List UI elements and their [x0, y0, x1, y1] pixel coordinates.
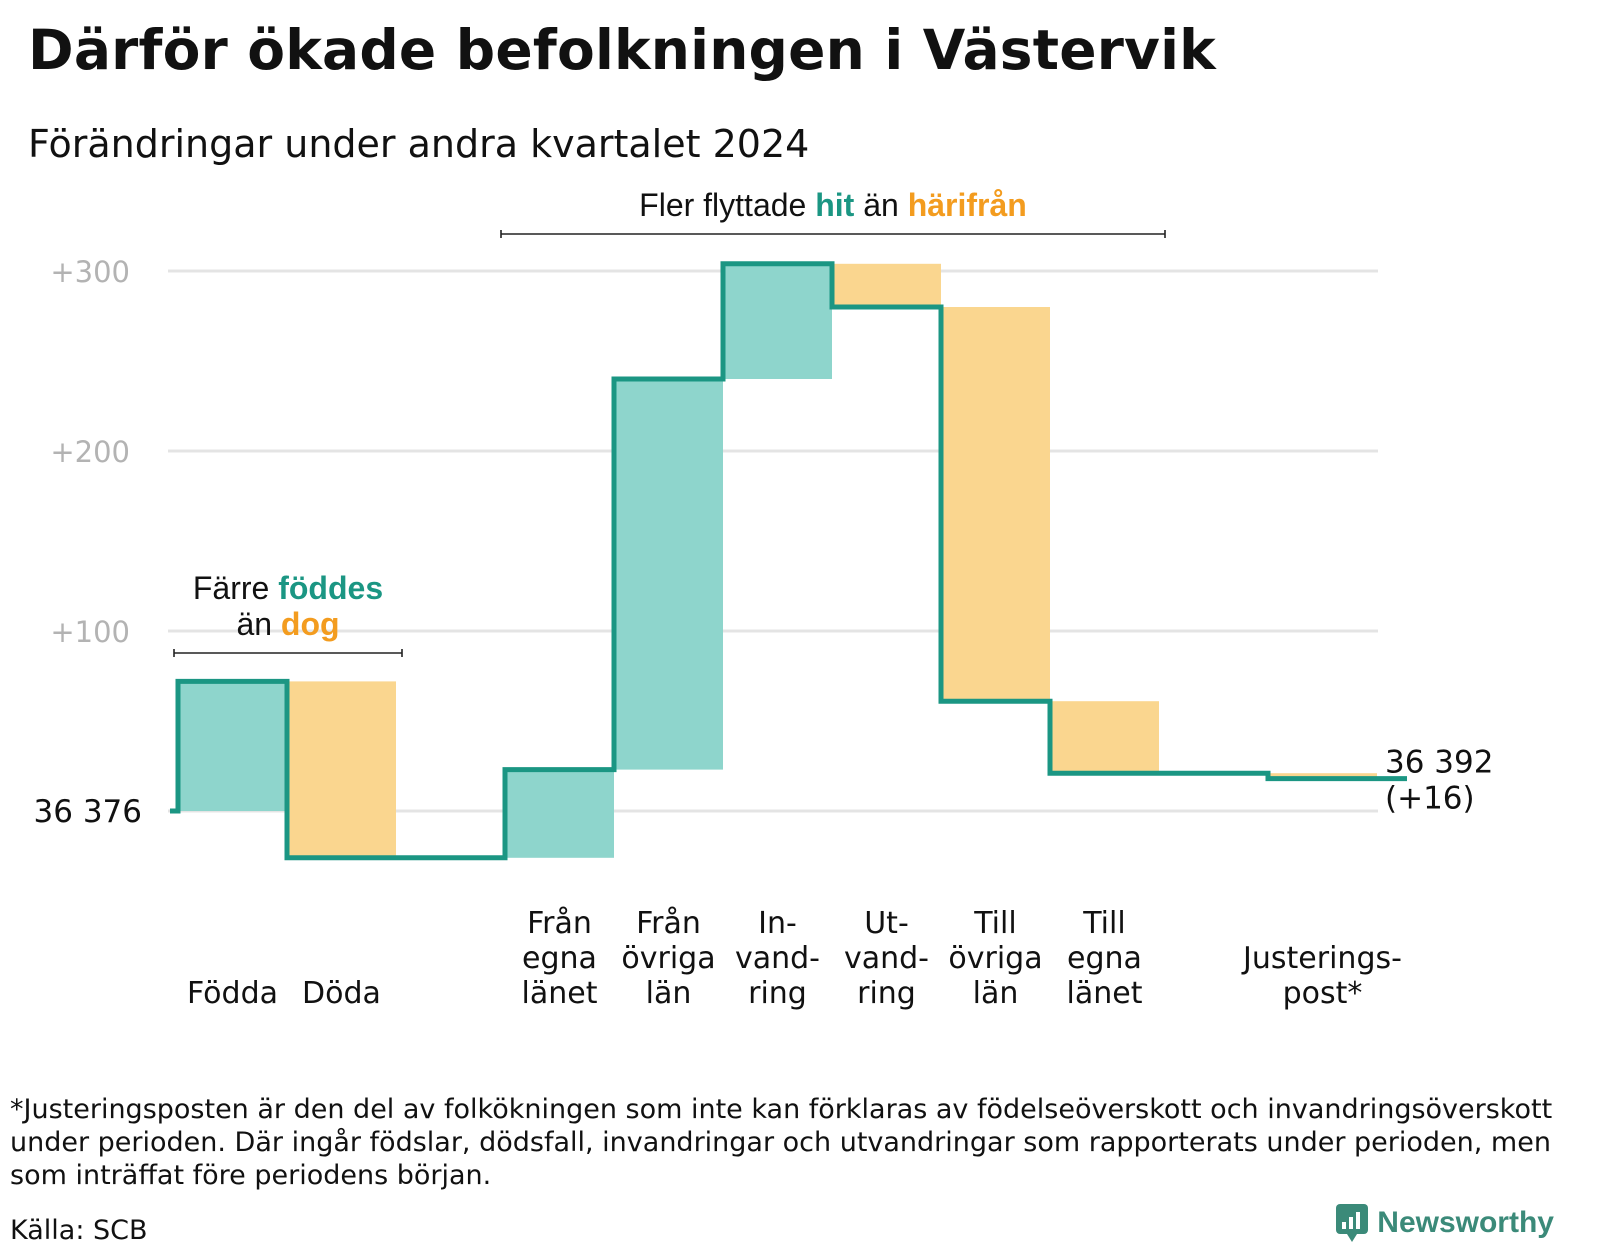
- category-label: övriga: [621, 941, 715, 976]
- cumulative-step-line: [170, 261, 1407, 861]
- category-label: egna: [1067, 941, 1142, 976]
- annotation-segment: Fler flyttade: [639, 187, 815, 223]
- category-label: län: [646, 976, 692, 1011]
- footnote: *Justeringsposten är den del av folkökni…: [10, 1094, 1553, 1191]
- source-label: Källa: SCB: [10, 1215, 148, 1246]
- chart-title: Därför ökade befolkningen i Västervik: [28, 18, 1216, 82]
- category-label: ring: [748, 976, 807, 1011]
- category-label: Födda: [187, 976, 278, 1011]
- waterfall-bar: [1050, 701, 1159, 774]
- category-label: Döda: [302, 976, 381, 1011]
- category-label: egna: [522, 941, 597, 976]
- category-label: övriga: [948, 941, 1042, 976]
- category-label: länet: [1067, 976, 1143, 1011]
- category-label: Justerings-: [1241, 941, 1402, 976]
- waterfall-bar: [505, 769, 614, 858]
- end-value-label: (+16): [1385, 781, 1475, 817]
- y-tick-label: +100: [50, 615, 130, 649]
- waterfall-bar: [723, 263, 832, 379]
- annotation-segment: hit: [815, 187, 854, 223]
- category-label: ring: [857, 976, 916, 1011]
- y-tick-label: +300: [50, 255, 130, 289]
- annotation-segment: än: [854, 187, 907, 223]
- category-label: vand-: [735, 941, 820, 976]
- category-label: län: [973, 976, 1019, 1011]
- waterfall-bar: [178, 681, 287, 811]
- annotation-segment: Färre: [193, 570, 278, 606]
- category-label: In-: [758, 906, 797, 941]
- waterfall-bar: [832, 263, 941, 307]
- waterfall-bar: [1268, 773, 1377, 779]
- annotation-text: Fler flyttade hit än härifrån: [639, 187, 1027, 223]
- category-label: Ut-: [864, 906, 909, 941]
- waterfall-bar: [614, 379, 723, 770]
- annotation-segment: härifrån: [908, 187, 1027, 223]
- annotation-text: Färre föddes: [193, 570, 383, 606]
- category-label: Från: [636, 906, 701, 941]
- category-label: vand-: [844, 941, 929, 976]
- annotation-segment: än: [236, 606, 280, 642]
- chart-subtitle: Förändringar under andra kvartalet 2024: [28, 122, 810, 166]
- brand-logo[interactable]: Newsworthy: [1335, 1203, 1554, 1243]
- annotation-text: än dog: [236, 606, 339, 642]
- waterfall-bar: [941, 307, 1050, 702]
- category-label: post*: [1283, 976, 1363, 1011]
- waterfall-bar: [287, 681, 396, 858]
- annotation-segment: föddes: [278, 570, 383, 606]
- category-label: Till: [1082, 906, 1125, 941]
- category-label: Till: [973, 906, 1016, 941]
- category-label: länet: [522, 976, 598, 1011]
- brand-name: Newsworthy: [1377, 1206, 1554, 1239]
- annotation-segment: dog: [281, 606, 340, 642]
- category-label: Från: [527, 906, 592, 941]
- newsworthy-logo-icon: [1336, 1204, 1369, 1242]
- y-tick-label: +200: [50, 435, 130, 469]
- end-value-label: 36 392: [1385, 745, 1493, 781]
- start-value-label: 36 376: [34, 794, 142, 830]
